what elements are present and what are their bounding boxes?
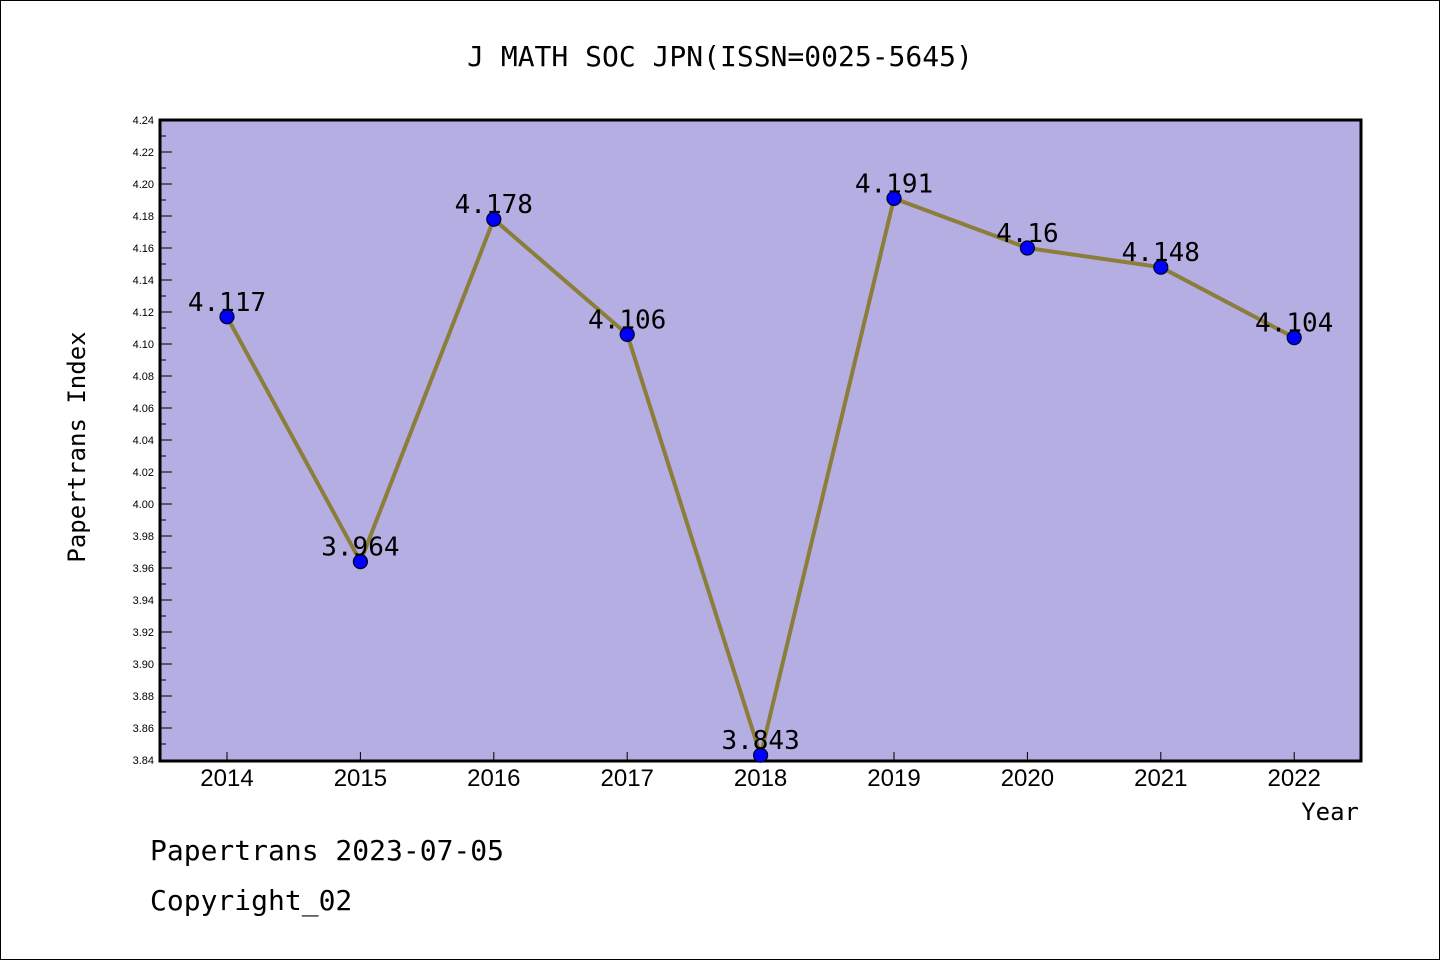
data-label: 4.148 bbox=[1122, 238, 1200, 268]
data-label: 4.106 bbox=[588, 305, 666, 335]
data-label: 4.178 bbox=[455, 190, 533, 220]
y-tick-label: 4.24 bbox=[133, 115, 154, 127]
y-tick-label: 3.86 bbox=[133, 723, 154, 735]
data-label: 4.16 bbox=[996, 219, 1059, 249]
data-label: 4.117 bbox=[188, 288, 266, 318]
series: 4.117 3.964 4.178 4.106 3.843 4.191 4.16 4.148 4… bbox=[188, 169, 1333, 763]
y-tick-label: 3.94 bbox=[133, 595, 154, 607]
y-tick-label: 4.18 bbox=[133, 211, 154, 223]
data-point bbox=[752, 747, 769, 763]
data-point bbox=[1019, 240, 1036, 256]
y-tick-label: 4.02 bbox=[133, 467, 154, 479]
data-label: 3.843 bbox=[721, 726, 799, 756]
data-point bbox=[619, 326, 635, 342]
x-tick-label: 2020 bbox=[1001, 765, 1054, 792]
x-tick-label: 2021 bbox=[1134, 765, 1187, 792]
y-tick-label: 4.16 bbox=[133, 243, 154, 255]
y-tick-label: 4.22 bbox=[133, 147, 154, 159]
data-point bbox=[219, 309, 235, 325]
data-point bbox=[486, 211, 502, 227]
x-axis: 2014 2015 2016 2017 2018 2019 2020 2021 2022 bbox=[200, 752, 1321, 792]
y-tick-label: 4.12 bbox=[133, 307, 154, 319]
y-tick-label: 4.20 bbox=[133, 179, 154, 191]
x-tick-label: 2018 bbox=[734, 765, 787, 792]
x-axis-label: Year bbox=[1301, 798, 1359, 826]
plot-area bbox=[158, 118, 1363, 763]
data-point bbox=[352, 553, 368, 570]
chart-title: J MATH SOC JPN(ISSN=0025-5645) bbox=[467, 40, 973, 73]
x-tick-label: 2015 bbox=[334, 765, 387, 792]
x-tick-label: 2022 bbox=[1268, 765, 1321, 792]
data-label: 4.104 bbox=[1255, 309, 1333, 339]
y-axis: 3.84 3.86 3.88 3.90 3.92 3.94 3.96 3.98 4.00 4.02… bbox=[133, 115, 172, 767]
y-tick-label: 4.06 bbox=[133, 403, 154, 415]
y-axis-label: Papertrans Index bbox=[63, 331, 91, 562]
y-tick-label: 4.10 bbox=[133, 339, 154, 351]
y-tick-label: 4.04 bbox=[133, 435, 154, 447]
y-tick-label: 3.92 bbox=[133, 627, 154, 639]
y-tick-label: 3.98 bbox=[133, 531, 154, 543]
data-label: 3.964 bbox=[321, 533, 399, 563]
y-tick-label: 3.88 bbox=[133, 691, 154, 703]
data-label: 4.191 bbox=[855, 169, 933, 199]
x-tick-label: 2019 bbox=[867, 765, 920, 792]
y-tick-label: 3.84 bbox=[133, 755, 154, 767]
y-tick-label: 4.08 bbox=[133, 371, 154, 383]
x-tick-label: 2016 bbox=[467, 765, 520, 792]
data-point bbox=[1153, 259, 1169, 275]
y-tick-label: 3.96 bbox=[133, 563, 154, 575]
x-tick-label: 2017 bbox=[601, 765, 654, 792]
y-tick-label: 3.90 bbox=[133, 659, 154, 671]
y-tick-label: 4.00 bbox=[133, 499, 154, 511]
footer-date: Papertrans 2023-07-05 bbox=[150, 834, 505, 867]
footer-copyright: Copyright_02 bbox=[150, 884, 353, 917]
y-tick-label: 4.14 bbox=[133, 275, 154, 287]
data-point bbox=[1286, 330, 1302, 346]
x-tick-label: 2014 bbox=[200, 765, 253, 792]
data-point bbox=[886, 190, 902, 206]
